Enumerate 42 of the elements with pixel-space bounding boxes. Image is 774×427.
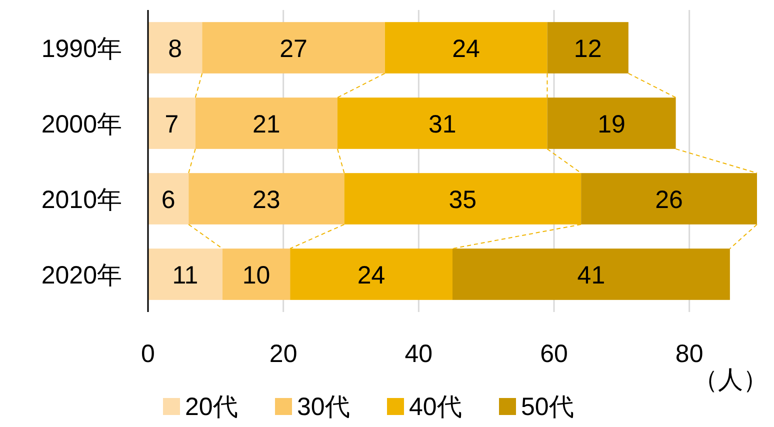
- data-label: 31: [428, 110, 456, 138]
- legend-label: 30代: [297, 393, 350, 421]
- y-tick-label: 2020年: [41, 261, 122, 290]
- data-label: 41: [577, 261, 606, 290]
- bar: [581, 173, 757, 224]
- data-label: 19: [598, 110, 626, 138]
- bar: [148, 22, 202, 74]
- data-label: 35: [448, 186, 477, 214]
- x-tick-label: 40: [404, 340, 433, 368]
- y-tick-label: 2010年: [41, 186, 122, 214]
- data-label: 23: [252, 186, 280, 214]
- y-tick-label: 2000年: [41, 110, 122, 138]
- legend-label: 40代: [409, 393, 462, 421]
- x-tick-label: 20: [269, 340, 298, 368]
- bar: [547, 98, 676, 149]
- x-tick-label: 0: [141, 340, 155, 368]
- data-label: 24: [357, 261, 386, 290]
- bar: [188, 173, 344, 224]
- bar: [547, 22, 628, 74]
- data-label: 26: [655, 186, 683, 214]
- data-label: 27: [280, 34, 308, 63]
- legend-label: 50代: [521, 393, 574, 421]
- data-label: 11: [172, 261, 198, 290]
- bar: [148, 98, 196, 149]
- data-label: 6: [161, 186, 176, 214]
- bar: [195, 98, 338, 149]
- x-tick-label: 60: [540, 340, 568, 368]
- data-label: 8: [168, 34, 182, 63]
- bar: [222, 248, 290, 300]
- legend-label: 20代: [185, 393, 238, 421]
- bar: [202, 22, 385, 74]
- data-label: 7: [164, 110, 179, 138]
- bar: [148, 173, 189, 224]
- bar: [148, 248, 222, 300]
- data-label: 21: [252, 110, 280, 138]
- x-axis-title: （人）: [693, 366, 768, 394]
- data-label: 12: [574, 34, 602, 63]
- data-label: 24: [452, 34, 480, 63]
- data-label: 10: [242, 261, 270, 290]
- y-tick-label: 1990年: [41, 34, 122, 63]
- bar: [452, 248, 730, 300]
- x-tick-label: 80: [675, 340, 704, 368]
